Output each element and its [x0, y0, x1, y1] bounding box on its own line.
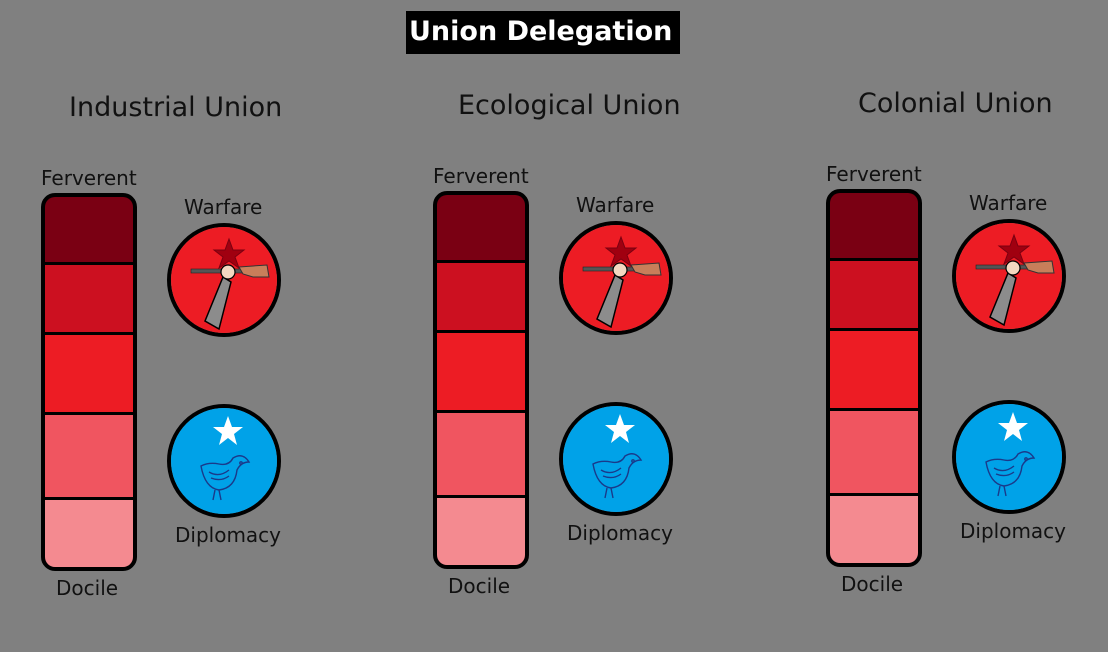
warfare-label: Warfare	[184, 195, 263, 219]
fist-rifle-star-icon	[171, 227, 277, 333]
diplomacy-label: Diplomacy	[960, 519, 1067, 543]
diplomacy-badge[interactable]	[559, 402, 673, 516]
meter-segment-3	[830, 331, 918, 412]
meter-segment-1	[437, 195, 525, 264]
diplomacy-label: Diplomacy	[567, 521, 674, 545]
diplomacy-badge[interactable]	[167, 404, 281, 518]
union-panel-industrial: Industrial Union Ferverent Docile Warfar…	[34, 92, 374, 652]
warfare-label: Warfare	[969, 191, 1048, 215]
meter-segment-4	[830, 411, 918, 496]
scale-bottom-label: Docile	[448, 574, 511, 598]
bird-star-icon	[171, 408, 277, 514]
meter-segment-2	[437, 263, 525, 334]
warfare-badge[interactable]	[559, 221, 673, 335]
meter-segment-5	[45, 499, 133, 567]
diplomacy-badge[interactable]	[952, 400, 1066, 514]
diplomacy-label: Diplomacy	[175, 523, 282, 547]
scale-top-label: Ferverent	[826, 162, 922, 186]
bird-star-icon	[956, 404, 1062, 510]
bird-star-icon	[563, 406, 669, 512]
union-title: Ecological Union	[458, 90, 681, 121]
meter-segment-4	[437, 413, 525, 498]
scale-bottom-label: Docile	[56, 576, 119, 600]
meter-segment-2	[830, 261, 918, 332]
scale-top-label: Ferverent	[41, 166, 137, 190]
meter-segment-3	[45, 335, 133, 416]
union-panel-ecological: Ecological Union Ferverent Docile Warfar…	[426, 90, 766, 650]
union-title: Colonial Union	[858, 88, 1053, 119]
fist-rifle-star-icon	[956, 223, 1062, 329]
warfare-badge[interactable]	[952, 219, 1066, 333]
page-title: Union Delegation	[406, 11, 681, 54]
meter-segment-2	[45, 265, 133, 336]
meter-segment-3	[437, 333, 525, 414]
fist-rifle-star-icon	[563, 225, 669, 331]
fervor-meter	[433, 191, 529, 569]
fervor-meter	[826, 189, 922, 567]
union-title: Industrial Union	[69, 92, 283, 123]
warfare-label: Warfare	[576, 193, 655, 217]
scale-top-label: Ferverent	[433, 164, 529, 188]
fervor-meter	[41, 193, 137, 571]
meter-segment-5	[830, 495, 918, 563]
meter-segment-1	[830, 193, 918, 262]
meter-segment-5	[437, 497, 525, 565]
scale-bottom-label: Docile	[841, 572, 904, 596]
union-panel-colonial: Colonial Union Ferverent Docile Warfare	[819, 88, 1108, 648]
meter-segment-1	[45, 197, 133, 266]
warfare-badge[interactable]	[167, 223, 281, 337]
meter-segment-4	[45, 415, 133, 500]
